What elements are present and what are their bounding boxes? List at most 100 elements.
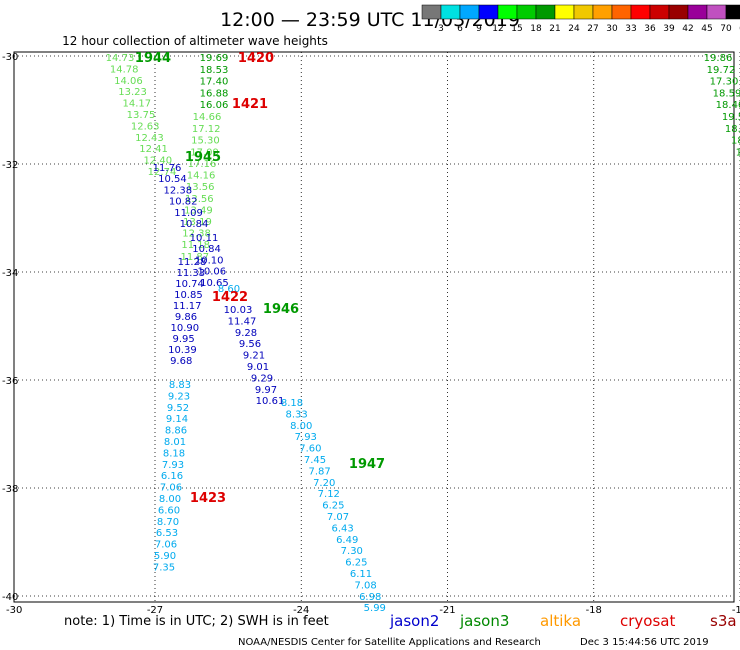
page-subtitle: 12 hour collection of altimeter wave hei… — [62, 34, 328, 48]
wave-height-value: 18.40 — [716, 100, 740, 111]
latitude-labels: -30 -32 -34 -36 -38 -40 — [2, 52, 18, 603]
legend-label: 21 — [549, 24, 560, 34]
wave-height-value: 7.35 — [153, 562, 175, 573]
track-left-green: 14.7314.7814.0613.2314.1713.7512.6312.43… — [106, 53, 177, 178]
track-cyan-right: 8.60 — [218, 284, 240, 295]
wave-height-value: 13.56 — [185, 194, 214, 205]
legend-label: 24 — [568, 24, 580, 34]
wave-height-value: 14.17 — [122, 99, 151, 110]
legend-label: 45 — [701, 24, 712, 34]
wave-height-value: 10.11 — [190, 233, 219, 244]
legend-swatch — [611, 4, 632, 20]
wave-height-value: 8.60 — [218, 284, 240, 295]
legend-swatch — [573, 4, 594, 20]
lat-tick-label: -30 — [2, 52, 18, 63]
wave-height-value: 16.06 — [200, 100, 229, 111]
legend-swatch — [516, 4, 537, 20]
wave-height-value: 6.16 — [161, 471, 183, 482]
wave-height-value: 13.19 — [183, 217, 212, 228]
wave-height-value: 12.41 — [139, 144, 168, 155]
wave-height-value: 7.93 — [162, 460, 184, 471]
wave-height-value: 7.45 — [304, 455, 326, 466]
wave-height-value: 12.43 — [135, 133, 164, 144]
wave-height-value: 8.18 — [281, 398, 303, 409]
wave-height-value: 14.78 — [110, 64, 139, 75]
legend-label: 9 — [476, 24, 482, 34]
legend-label: 30 — [606, 24, 618, 34]
wave-height-value: 17.12 — [192, 124, 221, 135]
wave-height-value: 9.97 — [255, 385, 277, 396]
legend-swatch — [725, 4, 740, 20]
legend-swatch — [478, 4, 499, 20]
lon-tick-label: -24 — [293, 605, 309, 616]
wave-height-value: 10.10 — [195, 255, 224, 266]
legend-label: 33 — [625, 24, 636, 34]
legend-label: 42 — [682, 24, 693, 34]
wave-height-value: 15.30 — [191, 136, 220, 147]
wave-height-value: 17.16 — [188, 159, 217, 170]
wave-height-value: 19.5 — [722, 112, 740, 123]
legend-label: 6 — [457, 24, 463, 34]
wave-height-value: 7.12 — [318, 489, 340, 500]
wave-height-value: 6.53 — [156, 528, 178, 539]
wave-height-value: 12.40 — [143, 156, 172, 167]
map-border — [13, 51, 735, 603]
wave-height-value: 6.49 — [336, 535, 358, 546]
wave-height-tracks: 14.7314.7814.0613.2314.1713.7512.6312.43… — [106, 53, 740, 614]
corner-lat-label: -30 — [6, 605, 22, 616]
legend-swatch — [535, 4, 556, 20]
legend-label: 12 — [492, 24, 503, 34]
wave-height-value: 7.20 — [313, 478, 335, 489]
satellite-jason3: jason3 — [459, 612, 509, 630]
wave-height-value: 10.61 — [256, 396, 285, 407]
wave-height-value: 12.38 — [163, 185, 192, 196]
wave-height-value: 7.93 — [295, 432, 317, 443]
wave-height-value: 11.76 — [153, 163, 182, 174]
wave-height-value: 14.16 — [187, 171, 216, 182]
wave-height-value: 10.84 — [192, 244, 221, 255]
wave-height-value: 12.38 — [182, 229, 211, 240]
lat-tick-label: -36 — [2, 376, 18, 387]
wave-height-value: 9.21 — [243, 351, 265, 362]
credit-line: NOAA/NESDIS Center for Satellite Applica… — [238, 637, 541, 648]
wave-height-value: 10.03 — [224, 305, 253, 316]
wave-height-value: 8.00 — [290, 421, 312, 432]
wave-height-value: 13.75 — [127, 110, 156, 121]
wave-height-value: 10.82 — [169, 197, 198, 208]
wave-height-value: 9.86 — [175, 312, 197, 323]
track-mid-green-lower: 17.1614.1613.5613.5613.4913.1912.3811.18… — [180, 159, 216, 263]
wave-height-value: 9.56 — [239, 339, 261, 350]
wave-height-value: 7.07 — [327, 512, 349, 523]
wave-height-value: 16.88 — [200, 88, 229, 99]
wave-height-value: 6.11 — [350, 569, 372, 580]
lon-tick-label: -21 — [439, 605, 455, 616]
lat-tick-label: -32 — [2, 160, 18, 171]
satellite-cryosat: cryosat — [620, 612, 675, 630]
wave-height-value: 7.08 — [354, 580, 376, 591]
pass-time-label: 1423 — [190, 491, 226, 506]
legend-swatch — [421, 4, 442, 20]
wave-height-value: 19.86 — [704, 53, 733, 64]
wave-height-value: 10.65 — [200, 278, 229, 289]
wave-height-value: 14.73 — [106, 53, 135, 64]
wave-height-value: 6.43 — [331, 523, 353, 534]
longitude-labels: -27 -24 -21 -18 -15 — [147, 605, 740, 616]
wave-height-value: 11.47 — [228, 316, 257, 327]
legend-label: 18 — [530, 24, 542, 34]
generated-timestamp: Dec 3 15:44:56 UTC 2019 — [580, 637, 709, 648]
wave-height-value: 7.06 — [160, 483, 182, 494]
legend-swatch — [497, 4, 518, 20]
legend-swatch — [687, 4, 708, 20]
wave-height-value: 8.18 — [163, 448, 185, 459]
legend-swatch — [554, 4, 575, 20]
wave-height-value: 8.00 — [159, 494, 181, 505]
wave-height-value: 17.40 — [200, 77, 229, 88]
wave-height-value: 18.9 — [725, 124, 740, 135]
legend-label: 70 — [720, 24, 732, 34]
wave-height-value: 11.18 — [181, 240, 210, 251]
pass-time-label: 1945 — [185, 150, 221, 165]
